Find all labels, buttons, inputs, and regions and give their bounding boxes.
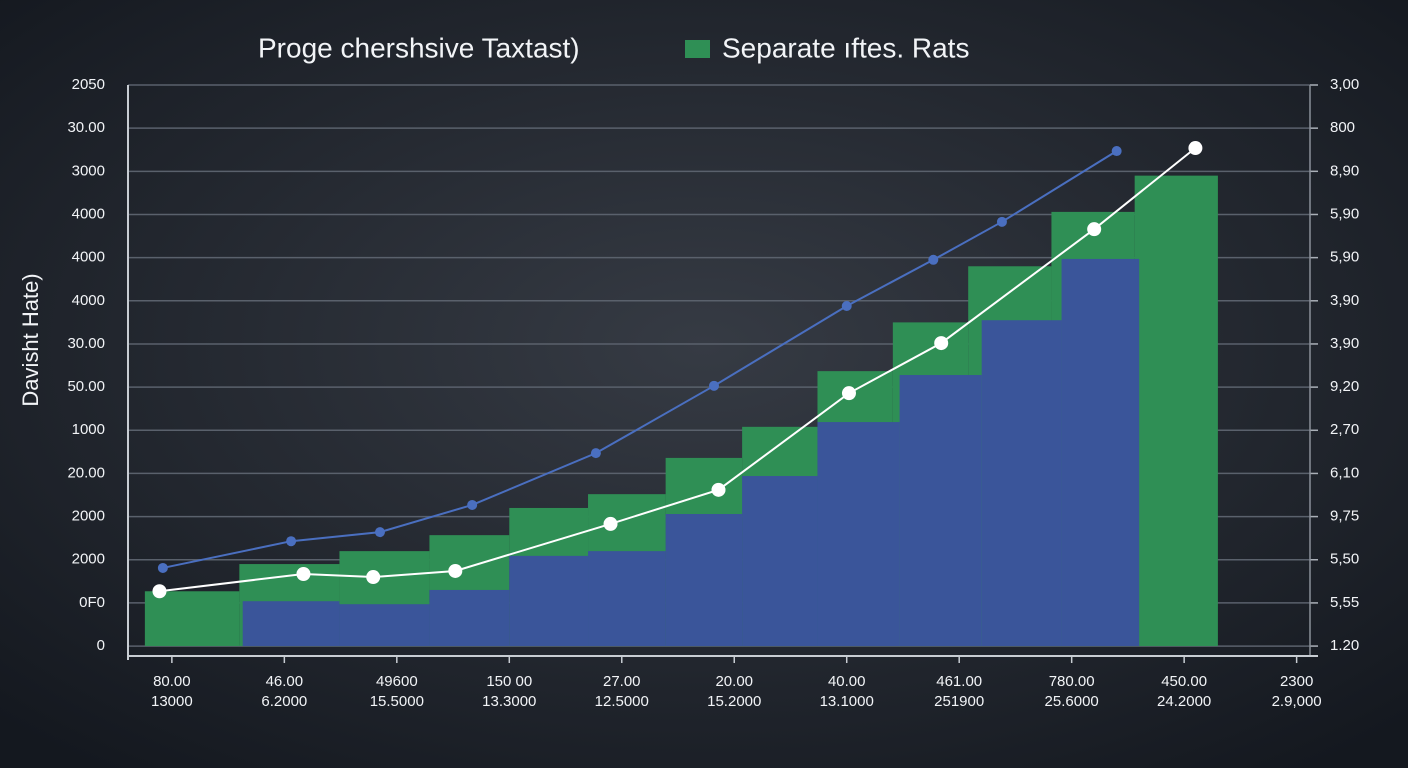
bar bbox=[742, 476, 818, 647]
y2-tick-label: 800 bbox=[1330, 119, 1355, 136]
y-tick-label: 2050 bbox=[72, 76, 105, 93]
point bbox=[1087, 222, 1102, 237]
y2-tick-label: 3,90 bbox=[1330, 335, 1359, 352]
point bbox=[934, 336, 949, 351]
point bbox=[841, 300, 852, 311]
point bbox=[603, 516, 618, 531]
line bbox=[162, 150, 1118, 569]
y2-tick-label: 3,00 bbox=[1330, 76, 1359, 93]
y2-tick-label: 5,90 bbox=[1330, 249, 1359, 266]
y-tick-label: 2000 bbox=[72, 551, 105, 568]
x-tick-label: 461.00 bbox=[936, 673, 982, 690]
y2-tick-label: 5,50 bbox=[1330, 551, 1359, 568]
x-tick-label: 24.2000 bbox=[1157, 693, 1211, 710]
y-tick-label: 4000 bbox=[72, 249, 105, 266]
point bbox=[996, 216, 1007, 227]
bar bbox=[665, 514, 743, 647]
point bbox=[296, 566, 311, 581]
bar bbox=[981, 320, 1062, 647]
x-tick-label: 780.00 bbox=[1049, 673, 1095, 690]
point bbox=[1188, 141, 1203, 156]
point bbox=[374, 527, 385, 538]
y-tick-label: 3000 bbox=[72, 162, 105, 179]
y2-tick-label: 5,55 bbox=[1330, 594, 1359, 611]
x-tick-label: 251900 bbox=[934, 693, 984, 710]
x-tick-label: 15.5000 bbox=[370, 693, 424, 710]
bar bbox=[339, 604, 430, 647]
x-tick-label: 6.2000 bbox=[261, 693, 307, 710]
point bbox=[841, 386, 856, 401]
x-tick-label: 25.6000 bbox=[1045, 693, 1099, 710]
x-tick-label: 27.00 bbox=[603, 673, 641, 690]
bar bbox=[899, 375, 982, 647]
bar bbox=[1061, 258, 1140, 647]
point bbox=[928, 254, 939, 265]
x-tick-label: 15.2000 bbox=[707, 693, 761, 710]
x-tick-label: 80.00 bbox=[153, 673, 191, 690]
point bbox=[152, 584, 167, 599]
point bbox=[1111, 146, 1122, 157]
y-tick-label: 0F0 bbox=[79, 594, 105, 611]
chart-title: Proge chershsive Taxtast) bbox=[258, 32, 580, 63]
point bbox=[448, 563, 463, 578]
y-tick-label: 4000 bbox=[72, 292, 105, 309]
y2-tick-label: 3,90 bbox=[1330, 292, 1359, 309]
y-tick-label: 20.00 bbox=[67, 464, 105, 481]
y-tick-label: 2000 bbox=[72, 508, 105, 525]
y2-tick-label: 8,90 bbox=[1330, 162, 1359, 179]
plot: 0 0F0 2000 2000 20.00 1000 50.00 30.00 4000 4000 4… bbox=[67, 76, 1359, 710]
point bbox=[590, 448, 601, 459]
y-tick-label: 4000 bbox=[72, 205, 105, 222]
bar bbox=[242, 601, 340, 647]
x-tick-label: 40.00 bbox=[828, 673, 866, 690]
x-tick-label: 13.1000 bbox=[820, 693, 874, 710]
line bbox=[159, 147, 1197, 593]
x-tick-label: 450.00 bbox=[1161, 673, 1207, 690]
bar bbox=[817, 422, 900, 647]
y2-tick-label: 1.20 bbox=[1330, 637, 1359, 654]
legend-label: Separate ıftes. Rats bbox=[722, 32, 969, 63]
x-tick-label: 49600 bbox=[376, 673, 418, 690]
x-tick-label: 2300 bbox=[1280, 673, 1313, 690]
y2-tick-label: 9,75 bbox=[1330, 508, 1359, 525]
x-tick-label: 20.00 bbox=[715, 673, 753, 690]
y2-tick-label: 6,10 bbox=[1330, 464, 1359, 481]
y2-tick-label: 5,90 bbox=[1330, 205, 1359, 222]
bar bbox=[588, 551, 666, 647]
point bbox=[709, 380, 720, 391]
point bbox=[157, 562, 168, 573]
x-tick-label: 46.00 bbox=[266, 673, 304, 690]
x-tick-label: 12.5000 bbox=[595, 693, 649, 710]
legend-swatch bbox=[685, 40, 710, 58]
point bbox=[286, 536, 297, 547]
x-tick-label: 2.9,000 bbox=[1272, 693, 1322, 710]
x-tick-label: 13.3000 bbox=[482, 693, 536, 710]
y-axis-label: Davisht Hate) bbox=[18, 273, 43, 406]
y2-tick-label: 9,20 bbox=[1330, 378, 1359, 395]
y-tick-label: 30.00 bbox=[67, 119, 105, 136]
bar bbox=[509, 555, 589, 647]
x-tick-label: 13000 bbox=[151, 693, 193, 710]
y-tick-label: 1000 bbox=[72, 421, 105, 438]
bar bbox=[1134, 175, 1218, 647]
point bbox=[366, 570, 381, 585]
bar bbox=[429, 589, 510, 647]
y-tick-label: 30.00 bbox=[67, 335, 105, 352]
y-tick-label: 50.00 bbox=[67, 378, 105, 395]
point bbox=[467, 499, 478, 510]
y2-tick-label: 2,70 bbox=[1330, 421, 1359, 438]
x-tick-label: 150 00 bbox=[486, 673, 532, 690]
bar bbox=[144, 591, 240, 647]
point bbox=[711, 482, 726, 497]
y-tick-label: 0 bbox=[97, 637, 105, 654]
